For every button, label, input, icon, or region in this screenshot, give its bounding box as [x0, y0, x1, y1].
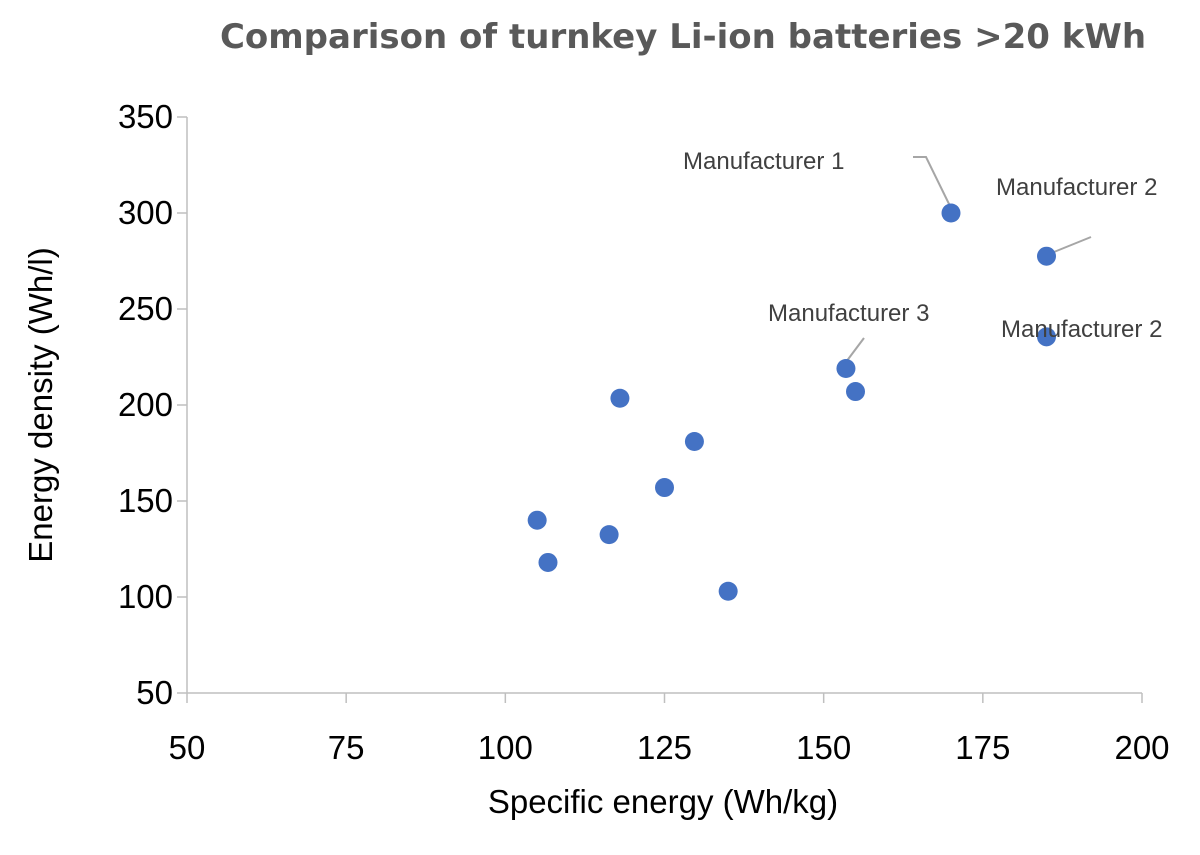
x-tick-label: 100: [478, 729, 533, 766]
y-axis-label: Energy density (Wh/l): [22, 247, 59, 562]
y-ticks: 50 100 150 200 250 300 350: [118, 98, 187, 711]
y-tick-label: 300: [118, 194, 173, 231]
data-point: [941, 203, 961, 223]
data-point: [718, 581, 738, 601]
annotation-label: Manufacturer 2: [996, 174, 1157, 201]
axes: [186, 117, 1142, 694]
x-tick-label: 150: [796, 729, 851, 766]
x-tick-label: 75: [328, 729, 365, 766]
data-point: [836, 359, 856, 379]
y-tick-label: 200: [118, 386, 173, 423]
data-point: [846, 382, 865, 402]
data-point: [1037, 327, 1056, 347]
x-tick-label: 50: [169, 729, 206, 766]
x-tick-label: 175: [955, 729, 1010, 766]
data-point: [1037, 246, 1056, 266]
x-ticks: 50 75 100 125 150 175 200: [169, 693, 1170, 766]
data-point: [538, 552, 558, 572]
y-tick-label: 50: [136, 674, 173, 711]
data-point: [655, 478, 674, 498]
annotation-leader-line: [1048, 236, 1092, 255]
annotation-leader-line: [845, 337, 865, 363]
annotation-leader-line: [913, 156, 951, 207]
data-point: [527, 510, 547, 530]
annotation-label: Manufacturer 1: [683, 148, 844, 175]
x-tick-label: 125: [637, 729, 692, 766]
data-points: [527, 203, 1056, 601]
y-tick-label: 350: [118, 98, 173, 135]
x-axis-label: Specific energy (Wh/kg): [488, 783, 838, 820]
chart-title: Comparison of turnkey Li-ion batteries >…: [220, 17, 1146, 57]
annotation-label: Manufacturer 2: [1001, 316, 1162, 343]
y-tick-label: 150: [118, 482, 173, 519]
x-tick-label: 200: [1114, 729, 1169, 766]
data-point: [684, 431, 704, 451]
annotation-label: Manufacturer 3: [768, 300, 929, 327]
y-tick-label: 100: [118, 578, 173, 615]
data-point: [610, 388, 630, 408]
y-tick-label: 250: [118, 290, 173, 327]
annotation-leaders: [845, 156, 1092, 363]
data-point: [599, 525, 619, 545]
annotations: Manufacturer 1 Manufacturer 2 Manufacturer…: [683, 148, 1162, 343]
